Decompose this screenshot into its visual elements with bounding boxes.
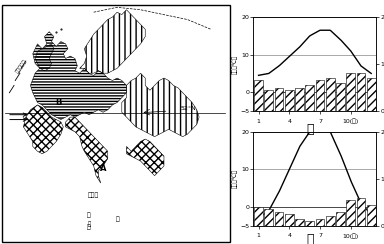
- Bar: [305, 221, 314, 226]
- Bar: [326, 78, 334, 111]
- Bar: [336, 212, 345, 226]
- Bar: [265, 209, 273, 226]
- Y-axis label: 气温（℃）: 气温（℃）: [232, 169, 237, 188]
- Bar: [357, 73, 365, 111]
- Text: 52°N: 52°N: [180, 106, 196, 111]
- Bar: [316, 81, 324, 111]
- Bar: [326, 216, 334, 226]
- Bar: [254, 207, 263, 226]
- Text: 地: 地: [87, 224, 91, 230]
- Bar: [285, 214, 294, 226]
- Bar: [367, 204, 376, 226]
- Text: B: B: [55, 98, 62, 107]
- Bar: [285, 90, 294, 111]
- Bar: [265, 90, 273, 111]
- Bar: [275, 88, 283, 111]
- Bar: [367, 78, 376, 111]
- Bar: [336, 83, 345, 111]
- Text: 中: 中: [88, 222, 91, 227]
- Bar: [357, 197, 365, 226]
- Bar: [254, 81, 263, 111]
- Bar: [346, 200, 355, 226]
- Text: 海: 海: [115, 217, 119, 222]
- Bar: [295, 88, 304, 111]
- Text: 地中海: 地中海: [88, 193, 99, 198]
- Y-axis label: 气温（℃）: 气温（℃）: [232, 54, 237, 74]
- Bar: [305, 85, 314, 111]
- Text: 中: 中: [87, 212, 91, 217]
- Bar: [275, 212, 283, 226]
- Text: A: A: [100, 164, 106, 173]
- Bar: [295, 219, 304, 226]
- Text: 甲: 甲: [306, 123, 314, 136]
- Bar: [346, 73, 355, 111]
- Text: 大西洋暖流: 大西洋暖流: [15, 58, 28, 74]
- Bar: [316, 219, 324, 226]
- Text: 乙: 乙: [306, 233, 314, 244]
